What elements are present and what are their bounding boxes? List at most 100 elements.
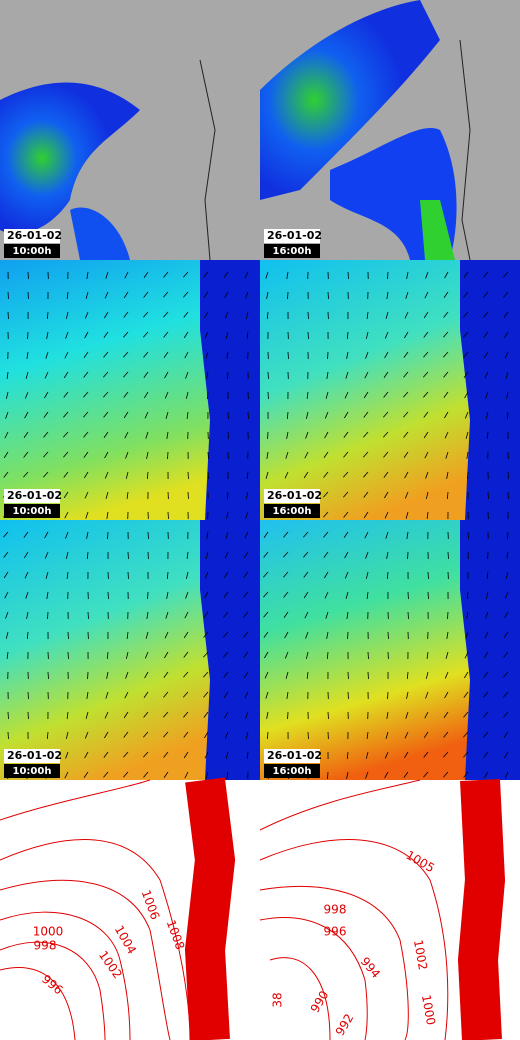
wind-arrow <box>323 551 329 558</box>
wind-arrow <box>245 711 249 719</box>
wind-arrow <box>326 371 329 379</box>
wind-arrow <box>143 271 149 278</box>
wind-arrow <box>123 311 129 318</box>
wind-arrow <box>406 271 409 279</box>
wind-arrow <box>263 551 269 558</box>
wind-arrow <box>23 531 29 538</box>
wind-arrow <box>103 351 109 358</box>
wind-arrows <box>3 271 509 780</box>
wind-arrow <box>426 651 429 659</box>
wind-arrow <box>24 551 29 559</box>
wind-arrow <box>303 471 309 479</box>
wind-arrow <box>83 371 89 378</box>
wind-arrow <box>503 711 509 718</box>
wind-arrow <box>463 771 469 778</box>
wind-arrow <box>4 431 9 439</box>
wind-arrow <box>424 451 429 459</box>
wind-arrow <box>306 671 309 679</box>
wind-arrow <box>44 371 49 379</box>
wind-arrow <box>265 271 269 279</box>
wind-arrow <box>503 691 509 698</box>
wind-arrow <box>3 471 9 478</box>
wind-arrow <box>503 271 509 278</box>
wind-arrow <box>143 331 149 338</box>
wind-arrow <box>223 631 229 638</box>
wind-arrow <box>364 531 369 539</box>
wind-arrow <box>466 451 469 459</box>
wind-arrow <box>504 331 509 339</box>
wind-arrow <box>465 431 469 439</box>
wind-arrow <box>243 551 249 559</box>
wind-arrow <box>126 631 129 639</box>
wind-arrow <box>64 511 69 519</box>
wind-arrow <box>346 611 349 619</box>
wind-arrow <box>123 751 129 758</box>
wind-arrow <box>464 411 469 419</box>
wind-arrow <box>485 391 489 399</box>
wind-arrow <box>404 471 409 479</box>
wind-arrow <box>324 411 329 419</box>
wind-arrow <box>284 631 289 639</box>
wind-arrow <box>125 671 129 679</box>
wind-arrow <box>243 631 249 638</box>
wind-arrow <box>423 371 429 378</box>
wind-arrow <box>483 291 489 298</box>
wind-arrow <box>83 451 89 458</box>
wind-arrow <box>106 671 109 679</box>
wind-arrow <box>223 271 229 278</box>
wind-arrow <box>323 491 329 498</box>
wind-arrow <box>446 471 449 479</box>
wind-arrow <box>145 631 149 639</box>
wind-arrow <box>345 591 349 599</box>
wind-arrow <box>166 591 169 599</box>
wind-arrow <box>206 391 209 400</box>
wind-arrow <box>205 351 209 359</box>
wind-arrow <box>324 431 329 439</box>
wind-arrow <box>405 511 409 519</box>
wind-arrow <box>183 691 189 698</box>
wind-arrow <box>164 391 169 399</box>
date-box <box>4 229 60 243</box>
wind-arrow <box>203 271 209 278</box>
wind-arrow <box>383 471 389 478</box>
wind-arrow <box>85 711 89 719</box>
wind-arrow <box>144 671 149 679</box>
wind-arrow <box>285 671 289 679</box>
wind-arrow <box>225 751 229 759</box>
wind-arrow <box>64 351 69 359</box>
wind-arrow <box>423 751 429 758</box>
wind-arrow <box>463 731 469 738</box>
wind-arrow <box>404 491 409 499</box>
wind-arrow <box>464 651 469 659</box>
wind-arrow <box>284 651 289 659</box>
wind-arrow <box>446 491 449 500</box>
wind-arrow <box>6 651 9 659</box>
wind-arrow <box>344 391 349 399</box>
wind-arrow <box>483 311 489 318</box>
wind-arrow <box>223 651 229 658</box>
wind-arrow <box>163 311 169 318</box>
wind-arrow <box>325 611 329 619</box>
wind-arrow <box>45 351 49 359</box>
wind-arrow <box>226 491 229 500</box>
wind-arrow <box>443 711 449 718</box>
wind-arrow <box>63 491 69 499</box>
wind-arrow <box>483 771 489 779</box>
wind-arrow <box>483 331 489 338</box>
wind-arrow <box>243 671 249 679</box>
wind-arrow <box>345 371 349 379</box>
wind-arrow <box>123 731 129 738</box>
wind-arrow <box>183 671 189 678</box>
wind-arrow <box>483 711 489 718</box>
wind-arrow <box>263 631 269 638</box>
wind-arrow <box>286 411 289 420</box>
wind-arrow <box>83 431 89 438</box>
wind-arrow <box>46 331 49 339</box>
wind-arrow <box>505 571 509 579</box>
wind-arrow <box>3 531 9 538</box>
wind-arrow <box>183 331 189 339</box>
wind-arrow <box>104 451 109 459</box>
wind-arrow <box>163 671 169 678</box>
wind-arrow <box>163 351 169 358</box>
wind-arrow <box>303 571 309 578</box>
